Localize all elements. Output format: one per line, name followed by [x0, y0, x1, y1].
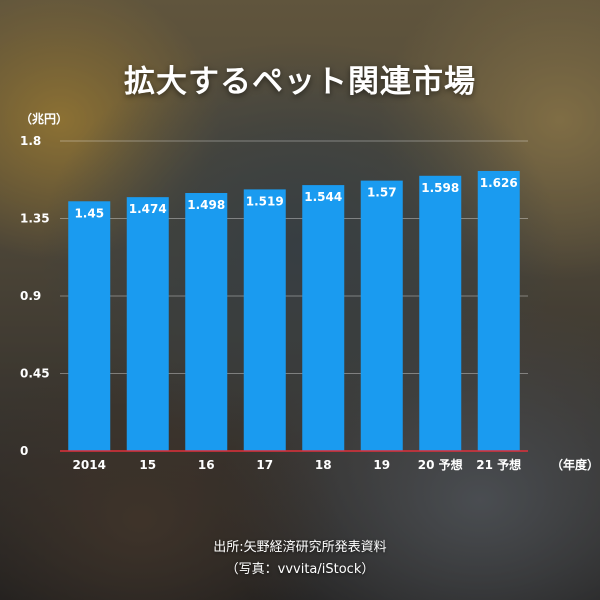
bar — [477, 170, 520, 451]
bar-value-label: 1.544 — [304, 190, 342, 204]
y-tick-label: 0.45 — [20, 367, 50, 381]
x-tick-label: 20 予想 — [418, 457, 463, 472]
x-axis-label: （年度） — [551, 457, 599, 472]
bar — [360, 180, 403, 451]
bar — [126, 197, 169, 451]
source-note: 出所:矢野経済研究所発表資料 — [213, 540, 387, 555]
bar-value-label: 1.57 — [367, 186, 397, 200]
bar-value-label: 1.519 — [246, 194, 284, 208]
chart-title: 拡大するペット関連市場 — [124, 64, 476, 100]
y-axis-unit: （兆円） — [20, 112, 69, 126]
x-tick-label: 17 — [256, 458, 273, 472]
bar-value-label: 1.498 — [187, 198, 225, 212]
bars — [68, 170, 520, 452]
x-tick-label: 21 予想 — [476, 457, 521, 472]
x-tick-label: 18 — [315, 458, 332, 472]
x-tick-label: 2014 — [73, 458, 106, 472]
bar — [243, 189, 286, 451]
y-tick-label: 1.35 — [20, 212, 50, 226]
bar-value-label: 1.626 — [480, 176, 518, 190]
bar — [68, 201, 111, 451]
y-tick-label: 0 — [20, 444, 28, 458]
bar-value-label: 1.598 — [421, 181, 459, 195]
x-tick-label: 15 — [139, 458, 156, 472]
x-tick-label: 19 — [373, 458, 390, 472]
data-labels: 1.45 1.474 1.498 1.519 1.544 1.57 1.598 1.626 — [74, 176, 517, 220]
axes: 0 0.45 0.9 1.35 1.8 2014 15 16 17 18 19 20 予想 21 予想 （… — [20, 134, 599, 472]
photo-credit: （写真：vvvita/iStock） — [225, 562, 375, 577]
bar-value-label: 1.45 — [74, 206, 104, 220]
bar-value-label: 1.474 — [129, 202, 167, 216]
bar — [302, 185, 345, 452]
y-tick-label: 0.9 — [20, 289, 41, 303]
bar — [419, 175, 462, 452]
bar — [185, 193, 228, 451]
x-tick-label: 16 — [198, 458, 215, 472]
y-tick-label: 1.8 — [20, 134, 41, 148]
